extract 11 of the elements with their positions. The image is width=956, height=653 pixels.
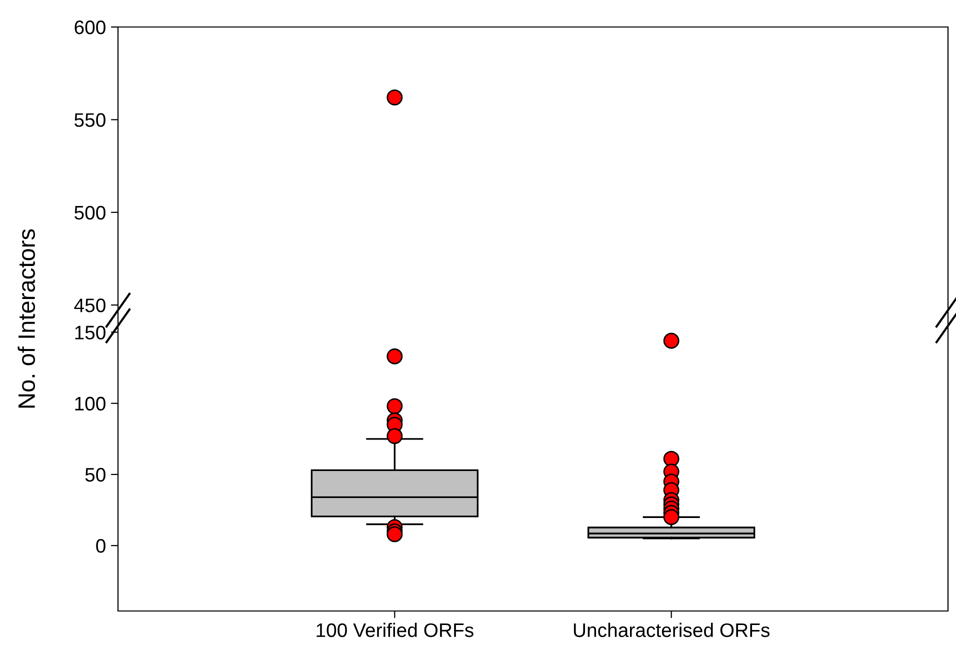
y-tick-label: 600	[74, 20, 106, 34]
y-tick-label: 150	[75, 326, 106, 340]
x-tick-label: 100 Verified ORFs	[316, 622, 474, 638]
y-tick-label: 50	[85, 468, 106, 482]
y-axis-title: No. of Interactors	[18, 229, 36, 408]
y-tick-label: 500	[74, 206, 106, 220]
y-tick-label: 100	[75, 396, 106, 411]
y-tick-label: 0	[96, 539, 106, 553]
y-tick-label: 450	[74, 298, 106, 312]
x-tick-label: Uncharacterised ORFs	[574, 622, 770, 638]
y-tick-label: 550	[74, 113, 106, 127]
